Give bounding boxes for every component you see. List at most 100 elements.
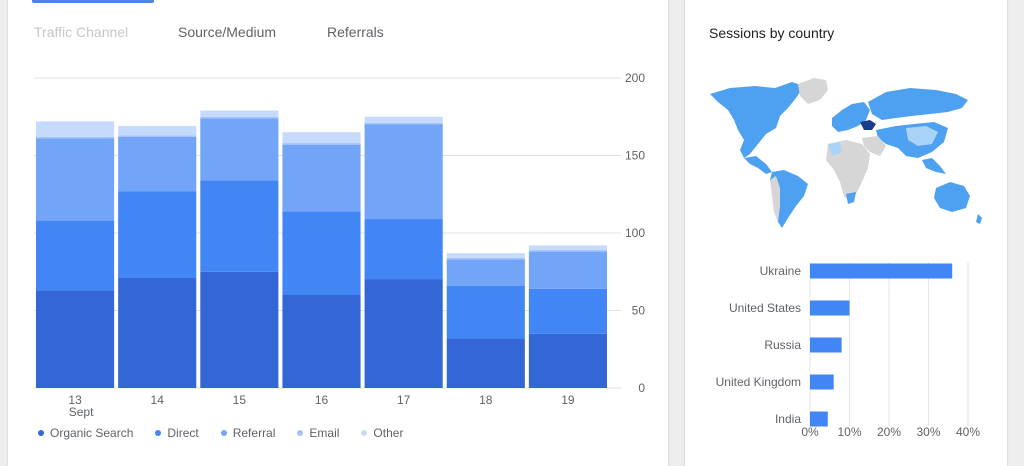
bar-segment-other[interactable] — [364, 116, 443, 123]
country-label: India — [775, 412, 801, 426]
bar-segment-email[interactable] — [282, 143, 361, 145]
bar-segment-direct[interactable] — [118, 191, 197, 278]
x-tick-sublabel: Sept — [69, 405, 94, 419]
bar-segment-referral[interactable] — [528, 251, 607, 289]
legend-dot — [220, 430, 227, 436]
country-label: United States — [729, 301, 801, 315]
x-tick-label: 19 — [561, 393, 575, 407]
country-label: Russia — [764, 338, 801, 352]
x-tick-label: 18 — [479, 393, 493, 407]
map-south-america[interactable] — [770, 170, 808, 228]
bar-segment-email[interactable] — [364, 122, 443, 125]
world-map[interactable] — [700, 72, 990, 232]
bar-segment-referral[interactable] — [200, 118, 279, 181]
bar-segment-organic-search[interactable] — [528, 333, 607, 388]
x-tick-label: 15 — [233, 393, 247, 407]
legend-item-referral[interactable]: Referral — [220, 426, 276, 440]
bar-segment-direct[interactable] — [528, 288, 607, 334]
map-greenland[interactable] — [798, 78, 828, 104]
map-south-america-west[interactable] — [770, 176, 780, 222]
bar-segment-other[interactable] — [282, 132, 361, 144]
bar-segment-other[interactable] — [200, 110, 279, 117]
bar-segment-referral[interactable] — [36, 138, 115, 221]
bar-segment-direct[interactable] — [36, 220, 115, 291]
x-tick-label: 10% — [837, 425, 861, 439]
legend-label: Referral — [232, 426, 276, 440]
legend-item-email[interactable]: Email — [297, 426, 339, 440]
map-china[interactable] — [906, 126, 938, 146]
legend-item-other[interactable]: Other — [361, 426, 403, 440]
bar-segment-email[interactable] — [36, 136, 115, 139]
y-tick-label: 100 — [625, 226, 645, 240]
active-tab-indicator — [32, 0, 154, 3]
bar-segment-email[interactable] — [118, 135, 197, 137]
map-southeast-asia[interactable] — [922, 158, 946, 174]
bar-segment-email[interactable] — [528, 250, 607, 252]
map-africa[interactable] — [826, 140, 870, 202]
bar-segment-direct[interactable] — [446, 285, 525, 339]
map-north-africa[interactable] — [828, 142, 842, 156]
x-tick-label: 20% — [877, 425, 901, 439]
bar-segment-organic-search[interactable] — [282, 295, 361, 388]
legend-dot — [155, 430, 162, 436]
bar-segment-other[interactable] — [528, 245, 607, 251]
legend-dot — [361, 430, 368, 436]
bar-segment-direct[interactable] — [282, 211, 361, 295]
country-bar-united-kingdom[interactable] — [810, 374, 834, 390]
bar-segment-referral[interactable] — [364, 124, 443, 220]
x-tick-label: 30% — [916, 425, 940, 439]
bar-segment-organic-search[interactable] — [446, 338, 525, 388]
sessions-by-country-title: Sessions by country — [709, 25, 835, 41]
bar-segment-email[interactable] — [446, 257, 525, 260]
x-tick-label: 0% — [801, 425, 819, 439]
map-europe[interactable] — [832, 102, 870, 132]
map-south-africa[interactable] — [846, 192, 856, 204]
bar-segment-direct[interactable] — [200, 180, 279, 272]
bar-segment-organic-search[interactable] — [200, 271, 279, 388]
map-new-zealand[interactable] — [976, 214, 982, 224]
bar-segment-email[interactable] — [200, 116, 279, 119]
tab-referrals[interactable]: Referrals — [327, 24, 384, 40]
bar-segment-organic-search[interactable] — [118, 277, 197, 388]
bar-segment-organic-search[interactable] — [36, 290, 115, 388]
x-tick-label: 13 — [68, 393, 82, 407]
x-tick-label: 17 — [397, 393, 411, 407]
legend-item-organic-search[interactable]: Organic Search — [38, 426, 133, 440]
legend-label: Organic Search — [50, 426, 134, 440]
legend-dot — [297, 430, 304, 436]
x-tick-label: 40% — [956, 425, 980, 439]
tab-traffic-channel[interactable]: Traffic Channel — [34, 24, 129, 40]
map-russia[interactable] — [868, 88, 968, 120]
bar-segment-referral[interactable] — [446, 259, 525, 286]
map-mexico[interactable] — [744, 156, 772, 174]
map-middle-east[interactable] — [862, 136, 886, 156]
bar-segment-referral[interactable] — [282, 144, 361, 212]
legend-label: Direct — [167, 426, 199, 440]
map-north-america[interactable] — [710, 82, 804, 158]
x-tick-label: 14 — [151, 393, 165, 407]
chart-legend: Organic Search Direct Referral Email Other — [38, 426, 403, 440]
tab-source-medium[interactable]: Source/Medium — [178, 24, 277, 40]
y-tick-label: 50 — [632, 304, 646, 318]
country-bar-ukraine[interactable] — [810, 263, 953, 279]
sessions-by-country-bar-chart: 0% 10% 20% 30% 40% Ukraine United States Russia… — [716, 262, 980, 439]
bar-segment-other[interactable] — [118, 126, 197, 136]
legend-label: Email — [309, 426, 340, 440]
legend-dot — [38, 430, 44, 436]
bar-segment-organic-search[interactable] — [364, 279, 443, 389]
country-bar-united-states[interactable] — [810, 300, 850, 316]
legend-item-direct[interactable]: Direct — [155, 426, 199, 440]
map-australia[interactable] — [934, 182, 970, 212]
bar-segment-referral[interactable] — [118, 136, 197, 192]
bar-segment-direct[interactable] — [364, 219, 443, 280]
country-label: Ukraine — [760, 264, 802, 278]
y-tick-label: 200 — [625, 71, 645, 85]
map-ukraine[interactable] — [860, 120, 876, 130]
bar-segment-other[interactable] — [446, 253, 525, 258]
bar-segment-other[interactable] — [36, 121, 115, 137]
y-tick-label: 150 — [625, 149, 645, 163]
country-bar-india[interactable] — [810, 411, 828, 427]
country-bar-russia[interactable] — [810, 337, 842, 353]
y-tick-label: 0 — [638, 381, 645, 395]
